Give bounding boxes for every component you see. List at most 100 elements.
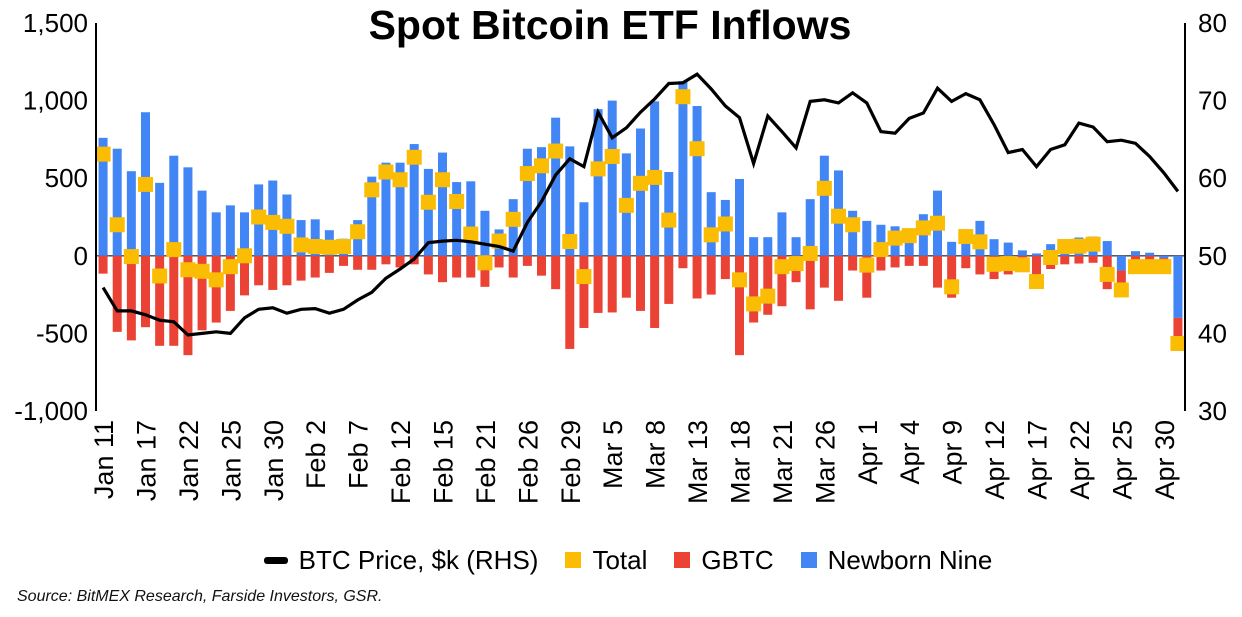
- total-marker: [406, 149, 422, 165]
- x-tick-label: Jan 30: [259, 420, 289, 501]
- bar-gbtc: [225, 255, 235, 311]
- total-marker: [307, 238, 323, 254]
- bar-gbtc: [749, 255, 759, 323]
- total-marker: [576, 269, 592, 285]
- bar-gbtc: [947, 255, 957, 298]
- bar-gbtc: [141, 255, 150, 328]
- left-tick-label: -1,000: [14, 396, 88, 426]
- bar-gbtc: [381, 255, 391, 265]
- total-marker: [604, 148, 620, 164]
- total-marker: [845, 217, 861, 233]
- right-tick-label: 60: [1198, 163, 1227, 193]
- bar-newborn-nine: [225, 205, 235, 256]
- bar-gbtc: [282, 255, 292, 286]
- bar-gbtc: [296, 255, 306, 281]
- bar-newborn-nine: [395, 162, 405, 256]
- bar-newborn-nine: [876, 224, 886, 256]
- bar-newborn-nine: [819, 155, 829, 256]
- bar-gbtc: [904, 255, 914, 266]
- x-tick-label: Apr 17: [1023, 420, 1053, 500]
- total-marker: [562, 234, 578, 250]
- total-marker: [675, 89, 691, 105]
- bar-newborn-nine: [1003, 242, 1013, 256]
- x-tick-label: Mar 26: [810, 420, 840, 504]
- bar-gbtc: [169, 255, 179, 346]
- right-tick-label: 80: [1198, 8, 1227, 38]
- x-tick-label: Mar 13: [683, 420, 713, 504]
- total-marker: [816, 180, 832, 196]
- total-marker: [689, 141, 705, 157]
- bar-newborn-nine: [1017, 250, 1027, 256]
- total-marker: [265, 214, 281, 230]
- x-tick-label: Mar 5: [598, 420, 628, 489]
- x-tick-label: Mar 8: [641, 420, 671, 489]
- bar-gbtc: [197, 255, 207, 331]
- bar-gbtc: [98, 255, 108, 274]
- bar-newborn-nine: [183, 167, 193, 256]
- total-marker: [350, 224, 366, 240]
- x-tick-label: Feb 2: [301, 420, 331, 489]
- bar-gbtc: [508, 255, 518, 278]
- bar-newborn-nine: [862, 220, 872, 256]
- total-marker: [859, 257, 875, 273]
- total-square-icon: [565, 552, 582, 568]
- total-marker: [831, 208, 846, 224]
- bar-newborn-nine: [112, 148, 122, 256]
- total-marker: [208, 272, 224, 288]
- bar-gbtc: [551, 255, 561, 290]
- total-marker: [477, 255, 493, 271]
- x-tick-label: Feb 21: [471, 420, 501, 504]
- bar-gbtc: [155, 255, 165, 346]
- bar-gbtc: [452, 255, 462, 278]
- bar-gbtc: [423, 255, 433, 275]
- bar-newborn-nine: [480, 210, 490, 256]
- total-marker: [1113, 282, 1129, 298]
- legend-label: Total: [592, 544, 648, 575]
- bar-newborn-nine: [551, 117, 561, 256]
- btc-price-dash-icon: [263, 556, 288, 564]
- bar-newborn-nine: [692, 106, 702, 256]
- bar-gbtc: [339, 255, 348, 266]
- bar-newborn-nine: [240, 212, 249, 256]
- bar-newborn-nine: [155, 182, 165, 256]
- bar-gbtc: [763, 255, 773, 315]
- bar-gbtc: [692, 255, 702, 299]
- x-tick-label: Apr 30: [1150, 420, 1180, 500]
- bar-gbtc: [862, 255, 872, 298]
- x-tick-label: Apr 1: [853, 420, 883, 485]
- bar-gbtc: [579, 255, 589, 328]
- bar-newborn-nine: [989, 239, 999, 256]
- bar-gbtc: [1074, 255, 1084, 264]
- x-tick-label: Feb 7: [344, 420, 374, 489]
- x-tick-label: Feb 15: [429, 420, 459, 504]
- bar-gbtc: [933, 255, 942, 288]
- total-marker: [293, 237, 309, 253]
- total-marker: [463, 226, 479, 242]
- bar-newborn-nine: [763, 237, 773, 256]
- bar-gbtc: [1088, 255, 1098, 263]
- bar-gbtc: [918, 255, 928, 266]
- total-marker: [1029, 274, 1044, 290]
- bar-gbtc: [211, 255, 221, 323]
- right-tick-label: 50: [1198, 241, 1227, 271]
- x-tick-label: Feb 26: [513, 420, 543, 504]
- bar-newborn-nine: [607, 100, 617, 256]
- total-marker: [915, 220, 931, 236]
- left-tick-label: 500: [45, 163, 88, 193]
- bar-newborn-nine: [197, 190, 207, 256]
- x-tick-label: Apr 4: [895, 420, 925, 485]
- bar-gbtc: [494, 255, 504, 268]
- total-marker: [279, 218, 295, 234]
- gbtc-square-icon: [674, 552, 691, 568]
- bar-newborn-nine: [961, 232, 971, 256]
- total-marker: [519, 166, 535, 182]
- bar-gbtc: [1060, 255, 1070, 265]
- bar-newborn-nine: [593, 109, 603, 256]
- bar-newborn-nine: [126, 171, 136, 256]
- bar-newborn-nine: [169, 155, 179, 256]
- x-tick-label: Feb 12: [386, 420, 416, 504]
- total-marker: [746, 296, 762, 312]
- bar-newborn-nine: [452, 182, 462, 256]
- bar-gbtc: [720, 255, 730, 280]
- bar-gbtc: [367, 255, 377, 270]
